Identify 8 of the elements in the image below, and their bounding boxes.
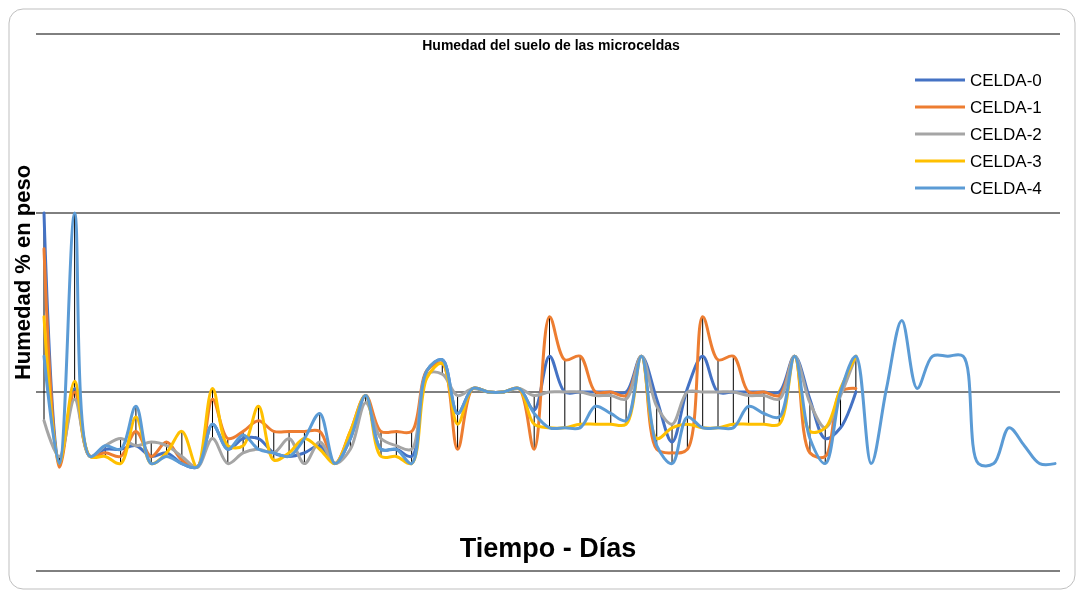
- legend-label: CELDA-1: [970, 98, 1042, 117]
- legend-label: CELDA-4: [970, 179, 1042, 198]
- x-axis-title: Tiempo - Días: [459, 533, 637, 563]
- chart-title: Humedad del suelo de las microceldas: [422, 37, 680, 53]
- y-axis-title: Humedad % en peso: [10, 164, 35, 381]
- legend-label: CELDA-0: [970, 71, 1042, 90]
- legend-label: CELDA-2: [970, 125, 1042, 144]
- legend-label: CELDA-3: [970, 152, 1042, 171]
